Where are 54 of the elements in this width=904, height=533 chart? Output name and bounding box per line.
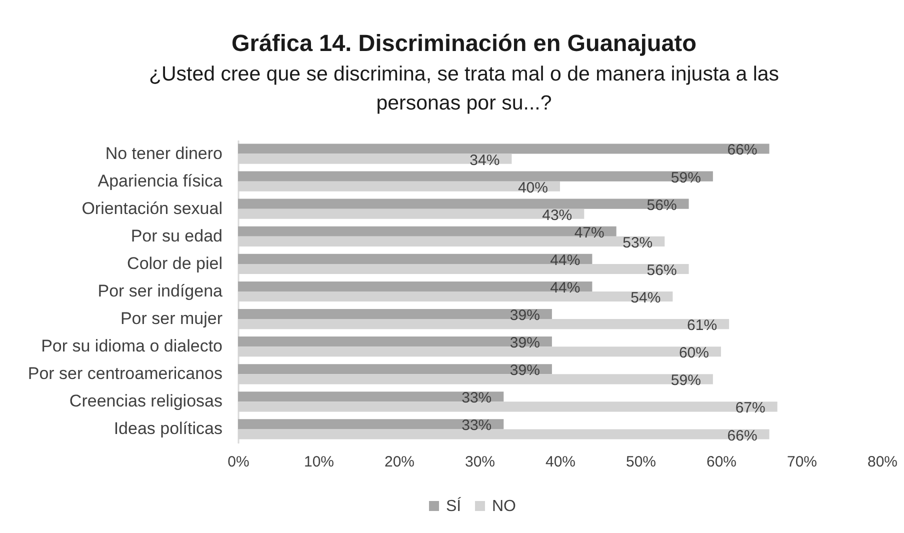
data-label: 40% bbox=[518, 179, 548, 196]
bar bbox=[238, 226, 616, 236]
legend-label: NO bbox=[492, 498, 516, 515]
data-label: 53% bbox=[622, 234, 653, 252]
y-tick-label: Orientación sexual bbox=[82, 198, 222, 218]
bar bbox=[238, 308, 552, 320]
data-label: 60% bbox=[678, 344, 709, 362]
bar bbox=[238, 364, 552, 374]
data-label: 56% bbox=[646, 262, 677, 279]
y-tick-label: Por su edad bbox=[130, 226, 222, 246]
data-label: 59% bbox=[670, 372, 701, 390]
bar bbox=[238, 144, 770, 154]
data-label: 39% bbox=[510, 334, 540, 352]
data-label: 33% bbox=[462, 390, 492, 407]
data-label: 44% bbox=[550, 279, 580, 296]
bar bbox=[238, 281, 592, 292]
y-tick-label: Por ser centroamericanos bbox=[28, 364, 222, 384]
y-tick-label: No tener dinero bbox=[105, 144, 222, 163]
legend-label: SÍ bbox=[446, 497, 462, 515]
x-tick-label: 80% bbox=[867, 454, 898, 470]
x-tick-label: 50% bbox=[626, 454, 656, 470]
x-tick-label: 20% bbox=[384, 454, 415, 470]
x-tick-label: 30% bbox=[464, 454, 496, 470]
data-label: 39% bbox=[510, 307, 540, 324]
data-label: 54% bbox=[630, 290, 661, 307]
bar bbox=[238, 171, 713, 182]
bar bbox=[238, 392, 504, 402]
data-label: 67% bbox=[735, 400, 766, 417]
data-label: 39% bbox=[510, 362, 540, 380]
y-tick-label: Por ser indígena bbox=[98, 282, 224, 300]
data-label: 34% bbox=[470, 152, 500, 169]
data-label: 61% bbox=[687, 317, 718, 334]
data-label: 44% bbox=[550, 252, 580, 269]
bar bbox=[238, 254, 592, 264]
data-label: 43% bbox=[542, 206, 572, 224]
bar bbox=[238, 419, 504, 430]
chart-subtitle: ¿Usted cree que se discrimina, se trata mal o de manera injusta a las personas por su...? bbox=[148, 62, 780, 114]
x-tick-label: 70% bbox=[786, 454, 818, 470]
bar bbox=[238, 198, 689, 209]
x-tick-label: 0% bbox=[228, 454, 250, 470]
x-tick-label: 10% bbox=[304, 454, 334, 470]
y-tick-label: Por ser mujer bbox=[120, 309, 223, 328]
x-tick-label: 40% bbox=[545, 454, 576, 470]
data-label: 47% bbox=[574, 224, 604, 242]
y-tick-label: Por su idioma o dialecto bbox=[41, 336, 222, 356]
chart-title: Gráfica 14. Discriminación en Guanajuato bbox=[232, 30, 696, 56]
x-tick-label: 60% bbox=[706, 454, 737, 470]
y-tick-label: Ideas políticas bbox=[114, 419, 222, 438]
y-tick-label: Color de piel bbox=[127, 254, 222, 273]
data-label: 33% bbox=[462, 417, 492, 434]
bar bbox=[238, 336, 552, 347]
y-tick-label: Apariencia física bbox=[98, 171, 224, 190]
y-tick-label: Creencias religiosas bbox=[69, 392, 222, 411]
data-label: 66% bbox=[727, 427, 758, 444]
